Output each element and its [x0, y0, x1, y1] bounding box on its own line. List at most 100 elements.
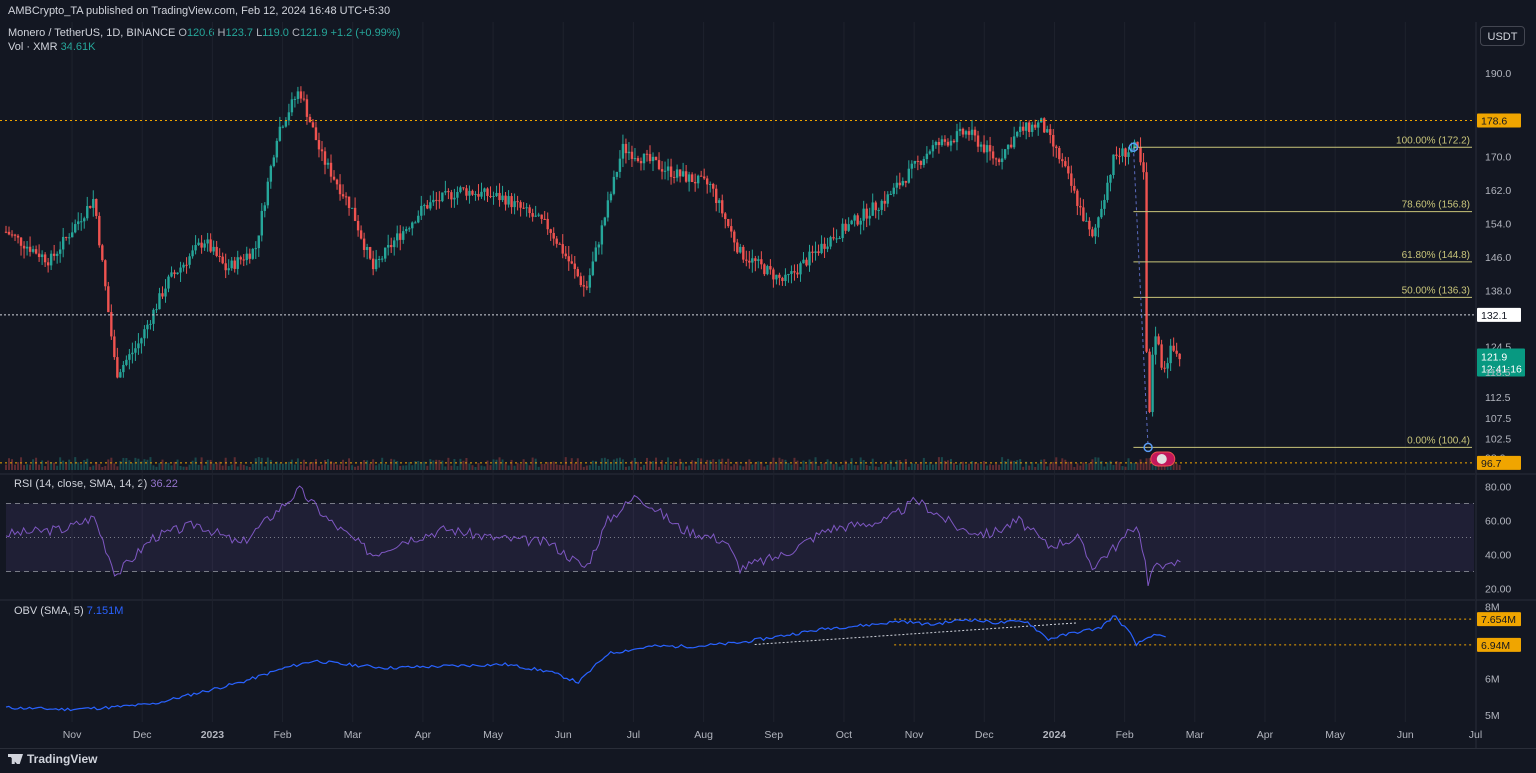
low-label: L: [256, 27, 263, 39]
candle: [293, 98, 297, 100]
candle: [110, 312, 113, 337]
volume-bar: [245, 466, 248, 470]
symbol-title[interactable]: Monero / TetherUS, 1D, BINANCE: [8, 27, 176, 39]
candle: [176, 272, 179, 275]
candle: [1091, 229, 1094, 237]
candle: [119, 372, 122, 378]
obv-legend: OBV (SMA, 5) 7.151M: [14, 605, 123, 617]
obv-label[interactable]: OBV (SMA, 5): [14, 605, 84, 617]
candle: [188, 256, 191, 265]
volume-bar: [847, 463, 850, 470]
candle: [134, 348, 137, 353]
candle: [368, 247, 372, 259]
volume-bar: [573, 463, 576, 470]
candle: [736, 242, 739, 253]
candle: [597, 244, 601, 248]
candle: [146, 324, 149, 330]
volume-bar: [555, 464, 558, 470]
volume-bar: [865, 465, 868, 470]
volume-bar: [1121, 466, 1124, 470]
candle: [107, 286, 110, 313]
candle: [702, 176, 706, 179]
volume-bar: [396, 461, 399, 470]
candle: [1172, 345, 1175, 351]
volume-bar: [429, 459, 432, 470]
currency-button[interactable]: USDT: [1480, 26, 1525, 46]
candle: [630, 151, 634, 159]
candle: [603, 217, 607, 226]
volume-bar: [980, 464, 983, 470]
volume-bar: [1034, 466, 1037, 470]
candle: [847, 224, 850, 231]
volume-bar: [357, 465, 360, 470]
price-tick-label: 170.0: [1485, 152, 1511, 164]
volume-bar: [53, 462, 56, 470]
volume-bar: [143, 459, 146, 470]
volume-bar: [685, 466, 688, 470]
candle: [576, 269, 579, 277]
candle: [396, 233, 399, 241]
volume-bar: [1094, 457, 1097, 470]
volume-bar: [272, 463, 275, 470]
volume-bar: [387, 464, 390, 470]
candle: [564, 253, 567, 257]
volume-bar: [302, 459, 305, 470]
volume-label[interactable]: Vol · XMR: [8, 41, 58, 53]
candle: [504, 195, 507, 205]
volume-bar: [995, 463, 998, 470]
candle: [1061, 159, 1064, 162]
volume-bar: [176, 459, 179, 470]
price-chart[interactable]: 100.00% (172.2) 78.60% (156.8) 61.80% (144…: [0, 22, 1536, 748]
volume-bar: [1046, 466, 1049, 470]
tradingview-logo[interactable]: TradingView: [8, 752, 97, 766]
volume-bar: [56, 465, 59, 470]
candle: [886, 194, 889, 204]
volume-bar: [989, 464, 992, 470]
fib-level-label: 78.60% (156.8): [1402, 200, 1470, 211]
candle: [666, 166, 670, 171]
candle: [739, 246, 742, 253]
volume-bar: [290, 459, 293, 470]
candle: [296, 91, 300, 99]
candle: [1064, 161, 1067, 167]
candle: [654, 156, 658, 161]
tradingview-logo-icon: [8, 754, 23, 764]
volume-bar: [907, 466, 910, 470]
time-tick-label: Sep: [764, 729, 783, 741]
candle: [600, 225, 604, 245]
obv-line: [5, 615, 1166, 712]
volume-bar: [682, 462, 685, 470]
volume-bar: [1091, 459, 1094, 470]
volume-bar: [1118, 462, 1121, 470]
volume-bar: [718, 459, 721, 470]
volume-bar: [934, 462, 937, 470]
candle: [1124, 148, 1127, 157]
candle: [25, 246, 29, 249]
candle: [89, 206, 92, 208]
volume-bar: [44, 466, 47, 470]
candle: [1139, 147, 1142, 163]
volume-bar: [724, 464, 727, 470]
volume-bar: [727, 458, 730, 470]
candle: [820, 243, 823, 254]
candle: [1088, 220, 1091, 230]
candle: [486, 188, 489, 196]
candle: [721, 200, 724, 214]
volume-bar: [17, 462, 20, 470]
candle: [338, 184, 342, 195]
volume-bar: [263, 466, 266, 470]
candle: [1012, 136, 1016, 148]
candle: [507, 196, 510, 205]
candle: [28, 246, 32, 252]
candle: [687, 174, 691, 182]
rsi-label[interactable]: RSI (14, close, SMA, 14, 2): [14, 478, 148, 490]
time-tick-label: Dec: [133, 729, 152, 741]
candle: [778, 274, 781, 278]
volume-bar: [802, 460, 805, 470]
candle: [988, 145, 992, 152]
volume-bar: [1148, 458, 1151, 470]
candle: [80, 221, 83, 223]
candle: [326, 162, 330, 165]
candle: [194, 245, 197, 251]
candle: [200, 242, 203, 248]
